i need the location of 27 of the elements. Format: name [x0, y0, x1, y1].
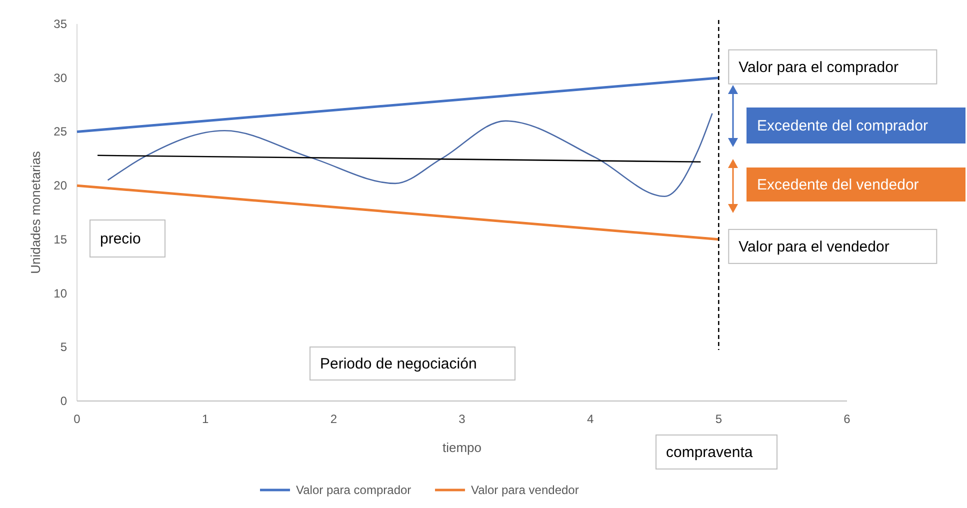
legend-label: Valor para vendedor — [471, 483, 579, 497]
y-tick-label: 20 — [54, 178, 68, 193]
annotation: Periodo de negociación — [320, 356, 477, 372]
x-tick-label: 0 — [74, 412, 81, 426]
y-tick-label: 25 — [54, 124, 68, 139]
x-tick-label: 6 — [844, 412, 851, 426]
y-tick-label: 5 — [60, 340, 68, 354]
legend-label: Valor para comprador — [296, 483, 412, 497]
x-tick-label: 5 — [715, 412, 722, 426]
y-axis-title: Unidades monetarias — [28, 150, 43, 274]
x-tick-label: 1 — [202, 412, 209, 426]
y-tick-label: 15 — [54, 232, 68, 246]
annotation: Valor para el comprador — [738, 58, 898, 76]
y-tick-label: 35 — [54, 17, 68, 31]
line-series — [107, 112, 713, 197]
text: compraventa — [666, 444, 754, 461]
x-tick-label: 3 — [458, 412, 466, 426]
annotation: Valor para el vendedor — [738, 238, 890, 256]
y-tick-label: 0 — [60, 394, 68, 408]
x-tick-label: 2 — [330, 412, 338, 426]
annotation: Excedente del vendedor — [757, 176, 919, 194]
x-tick-label: 4 — [586, 412, 594, 426]
annotation: precio — [100, 230, 141, 248]
annotation: Excedente del comprador — [757, 118, 928, 134]
y-tick-label: 10 — [54, 286, 68, 300]
x-axis-title: tiempo — [442, 440, 482, 455]
y-tick-label: 30 — [54, 70, 68, 85]
